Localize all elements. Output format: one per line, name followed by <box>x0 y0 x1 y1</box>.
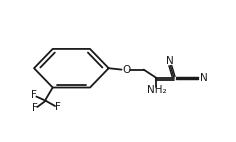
Text: F: F <box>32 103 38 113</box>
Text: O: O <box>122 65 130 75</box>
Text: N: N <box>166 56 174 66</box>
Text: N: N <box>200 73 207 83</box>
Text: F: F <box>55 102 61 112</box>
Text: NH₂: NH₂ <box>147 85 166 95</box>
Text: F: F <box>31 90 37 100</box>
